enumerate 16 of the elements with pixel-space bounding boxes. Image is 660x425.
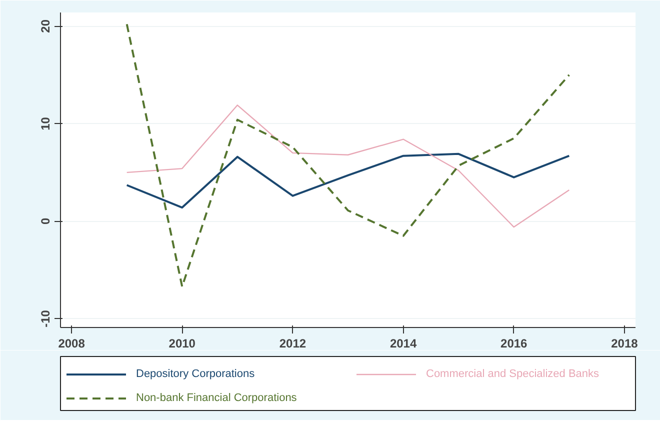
x-tick-label: 2012 bbox=[279, 336, 306, 350]
text: Non-bank Financial Corporations bbox=[136, 392, 297, 404]
line-series bbox=[126, 104, 570, 228]
line-series bbox=[126, 152, 570, 209]
x-tick-label: 2016 bbox=[500, 336, 528, 350]
y-tick-label: 10 bbox=[38, 116, 52, 130]
y-tick-label: -10 bbox=[38, 310, 52, 328]
x-tick-label: 2008 bbox=[58, 336, 86, 350]
line-series bbox=[126, 23, 570, 288]
text: Commercial and Specialized Banks bbox=[426, 368, 600, 380]
x-tick-label: 2018 bbox=[611, 336, 638, 350]
x-tick-label: 2014 bbox=[390, 336, 417, 350]
y-tick-label: 20 bbox=[38, 19, 52, 33]
text: Depository Corporations bbox=[136, 368, 255, 380]
y-tick-label: 0 bbox=[38, 218, 52, 225]
x-tick-label: 2010 bbox=[168, 336, 196, 350]
